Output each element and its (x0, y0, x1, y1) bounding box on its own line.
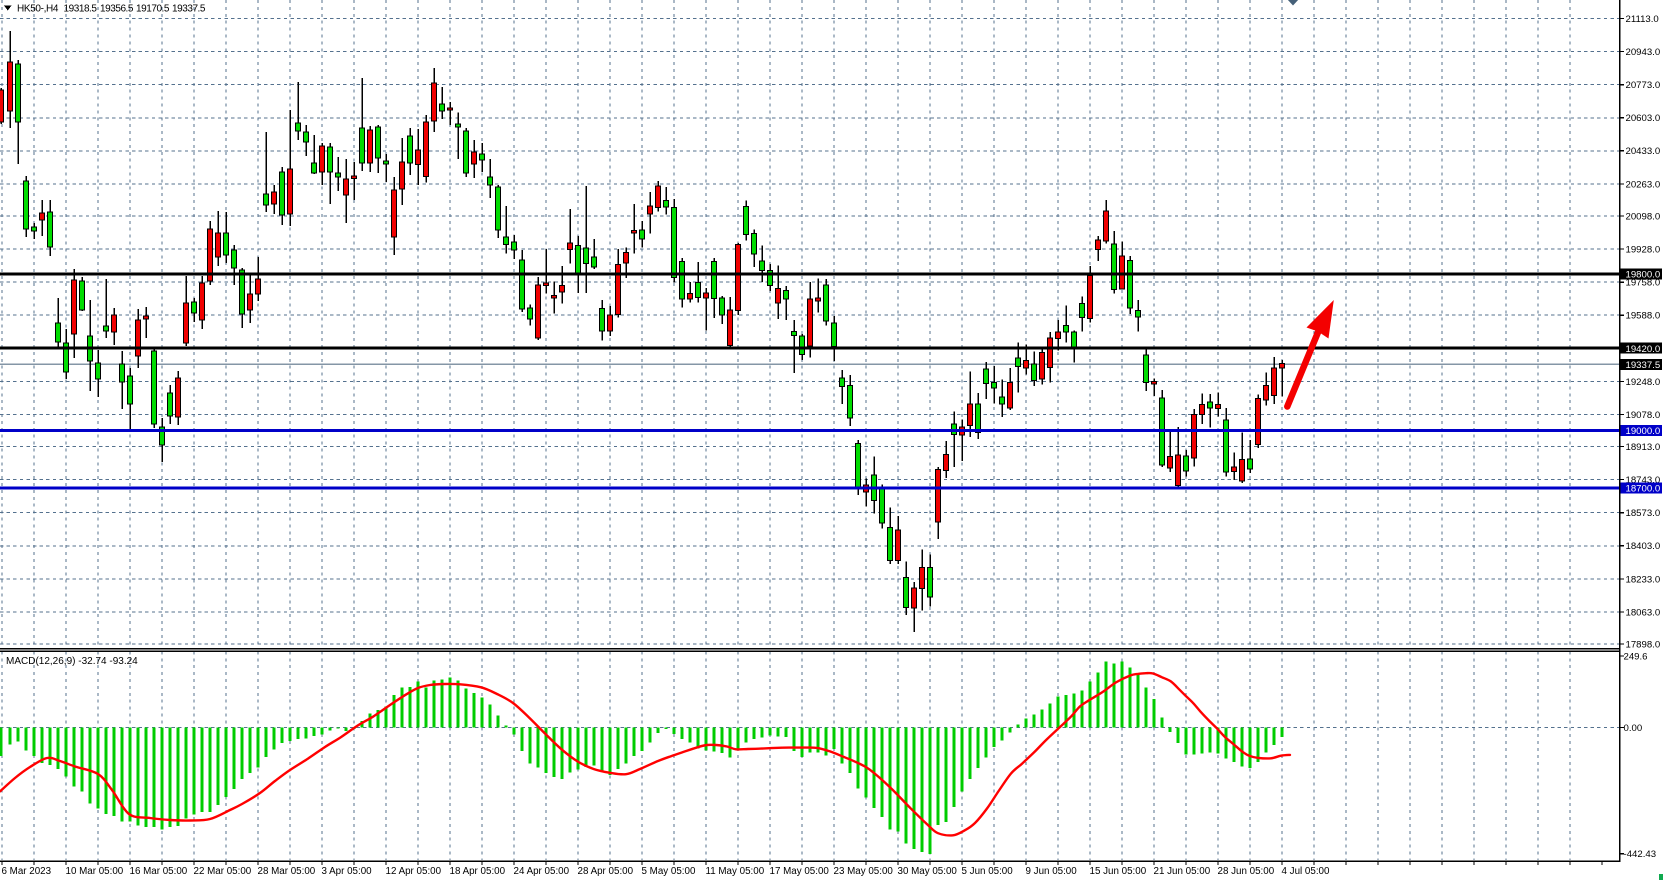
svg-text:19588.0: 19588.0 (1626, 311, 1661, 322)
svg-text:18573.0: 18573.0 (1626, 508, 1661, 519)
svg-text:18233.0: 18233.0 (1626, 574, 1661, 585)
svg-text:0.00: 0.00 (1624, 723, 1643, 734)
svg-text:20098.0: 20098.0 (1626, 211, 1661, 222)
svg-text:19758.0: 19758.0 (1626, 278, 1661, 289)
svg-text:18700.0: 18700.0 (1626, 484, 1661, 495)
svg-text:5 Jun 05:00: 5 Jun 05:00 (962, 866, 1014, 877)
svg-text:4 Jul 05:00: 4 Jul 05:00 (1282, 866, 1330, 877)
svg-text:19337.5: 19337.5 (172, 4, 206, 15)
svg-text:23 May 05:00: 23 May 05:00 (834, 866, 894, 877)
svg-text:MACD(12,26,9) -32.74 -93.24: MACD(12,26,9) -32.74 -93.24 (6, 656, 138, 667)
svg-text:22 Mar 05:00: 22 Mar 05:00 (194, 866, 252, 877)
svg-text:11 May 05:00: 11 May 05:00 (706, 866, 765, 877)
svg-text:20943.0: 20943.0 (1626, 47, 1661, 58)
svg-text:9 Jun 05:00: 9 Jun 05:00 (1026, 866, 1078, 877)
svg-text:24 Apr 05:00: 24 Apr 05:00 (514, 866, 570, 877)
svg-text:-442.43: -442.43 (1624, 849, 1657, 860)
svg-text:19420.0: 19420.0 (1626, 344, 1661, 355)
svg-text:16 Mar 05:00: 16 Mar 05:00 (130, 866, 188, 877)
svg-text:19000.0: 19000.0 (1626, 426, 1661, 437)
svg-text:19356.5: 19356.5 (100, 4, 134, 15)
svg-text:17898.0: 17898.0 (1626, 639, 1661, 650)
svg-text:19337.5: 19337.5 (1626, 360, 1661, 371)
svg-text:5 May 05:00: 5 May 05:00 (642, 866, 696, 877)
svg-text:15 Jun 05:00: 15 Jun 05:00 (1090, 866, 1147, 877)
svg-text:17 May 05:00: 17 May 05:00 (770, 866, 830, 877)
svg-text:19928.0: 19928.0 (1626, 245, 1661, 256)
svg-text:19170.5: 19170.5 (136, 4, 170, 15)
svg-text:3 Apr 05:00: 3 Apr 05:00 (322, 866, 373, 877)
svg-text:10 Mar 05:00: 10 Mar 05:00 (66, 866, 124, 877)
svg-text:28 Mar 05:00: 28 Mar 05:00 (258, 866, 316, 877)
svg-text:20433.0: 20433.0 (1626, 146, 1661, 157)
svg-text:249.6: 249.6 (1624, 652, 1648, 663)
svg-text:18 Apr 05:00: 18 Apr 05:00 (450, 866, 506, 877)
svg-text:28 Apr 05:00: 28 Apr 05:00 (578, 866, 634, 877)
svg-text:18913.0: 18913.0 (1626, 442, 1661, 453)
svg-text:18063.0: 18063.0 (1626, 607, 1661, 618)
svg-text:19078.0: 19078.0 (1626, 410, 1661, 421)
svg-text:HK50-,H4: HK50-,H4 (17, 4, 59, 15)
svg-text:19318.5: 19318.5 (64, 4, 98, 15)
svg-text:20263.0: 20263.0 (1626, 179, 1661, 190)
svg-text:18403.0: 18403.0 (1626, 541, 1661, 552)
svg-text:19248.0: 19248.0 (1626, 377, 1661, 388)
svg-text:12 Apr 05:00: 12 Apr 05:00 (386, 866, 442, 877)
svg-text:21113.0: 21113.0 (1626, 14, 1659, 25)
svg-text:20773.0: 20773.0 (1626, 80, 1661, 91)
svg-text:28 Jun 05:00: 28 Jun 05:00 (1218, 866, 1275, 877)
svg-text:6 Mar 2023: 6 Mar 2023 (2, 866, 52, 877)
svg-text:21 Jun 05:00: 21 Jun 05:00 (1154, 866, 1211, 877)
svg-text:30 May 05:00: 30 May 05:00 (898, 866, 958, 877)
svg-text:19800.0: 19800.0 (1626, 270, 1661, 281)
svg-text:20603.0: 20603.0 (1626, 113, 1661, 124)
svg-text:18743.0: 18743.0 (1626, 475, 1661, 486)
